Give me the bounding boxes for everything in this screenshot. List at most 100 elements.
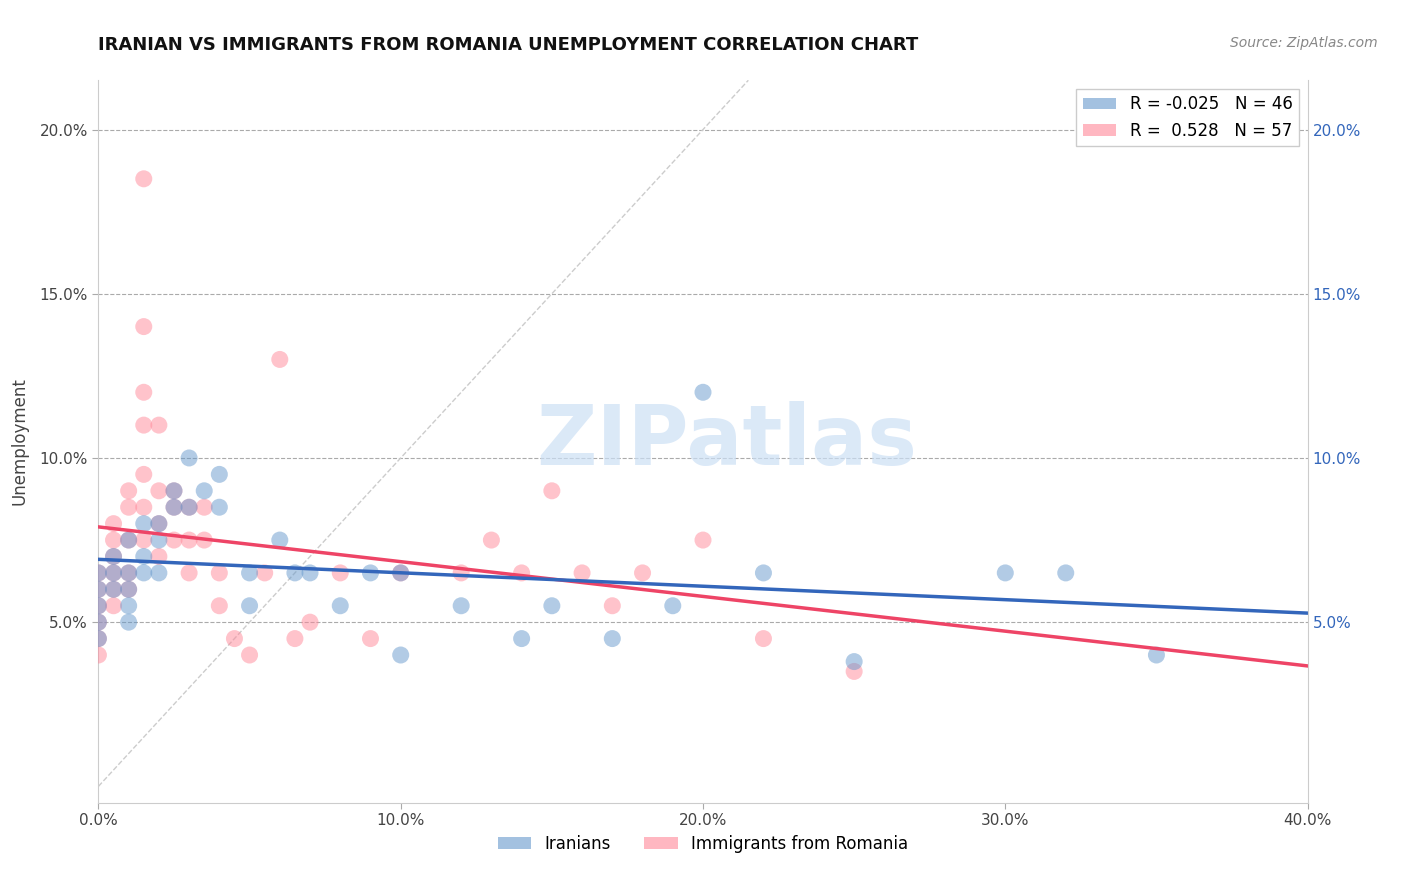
Point xyxy=(103,599,125,613)
Point xyxy=(193,483,215,498)
Point xyxy=(103,516,125,531)
Point xyxy=(118,582,141,597)
Point xyxy=(103,582,125,597)
Point xyxy=(132,418,155,433)
Point xyxy=(163,500,186,515)
Point xyxy=(360,566,382,580)
Point xyxy=(284,566,307,580)
Legend: Iranians, Immigrants from Romania: Iranians, Immigrants from Romania xyxy=(491,828,915,860)
Point xyxy=(148,483,170,498)
Y-axis label: Unemployment: Unemployment xyxy=(10,377,28,506)
Point xyxy=(87,599,110,613)
Point xyxy=(284,632,307,646)
Point xyxy=(571,566,593,580)
Point xyxy=(132,385,155,400)
Point xyxy=(103,566,125,580)
Point xyxy=(163,483,186,498)
Point xyxy=(87,615,110,630)
Point xyxy=(118,566,141,580)
Point xyxy=(103,582,125,597)
Point xyxy=(132,533,155,547)
Text: IRANIAN VS IMMIGRANTS FROM ROMANIA UNEMPLOYMENT CORRELATION CHART: IRANIAN VS IMMIGRANTS FROM ROMANIA UNEMP… xyxy=(98,36,918,54)
Point xyxy=(118,566,141,580)
Point xyxy=(208,467,231,482)
Point xyxy=(329,599,352,613)
Point xyxy=(269,352,291,367)
Point xyxy=(163,483,186,498)
Point xyxy=(752,632,775,646)
Point xyxy=(132,566,155,580)
Point xyxy=(118,533,141,547)
Point xyxy=(208,599,231,613)
Point xyxy=(253,566,276,580)
Point xyxy=(239,566,262,580)
Point xyxy=(1144,648,1167,662)
Point xyxy=(103,549,125,564)
Point xyxy=(602,599,624,613)
Point xyxy=(132,467,155,482)
Point xyxy=(329,566,352,580)
Point xyxy=(692,385,714,400)
Point xyxy=(540,599,562,613)
Point xyxy=(179,500,201,515)
Point xyxy=(752,566,775,580)
Point xyxy=(163,500,186,515)
Point xyxy=(87,582,110,597)
Point xyxy=(208,500,231,515)
Point xyxy=(179,566,201,580)
Point xyxy=(163,533,186,547)
Point xyxy=(148,566,170,580)
Point xyxy=(87,615,110,630)
Point xyxy=(994,566,1017,580)
Point xyxy=(148,516,170,531)
Point xyxy=(132,516,155,531)
Point xyxy=(193,500,215,515)
Point xyxy=(148,516,170,531)
Text: Source: ZipAtlas.com: Source: ZipAtlas.com xyxy=(1230,36,1378,50)
Point xyxy=(1054,566,1077,580)
Point xyxy=(360,632,382,646)
Point xyxy=(132,549,155,564)
Point xyxy=(193,533,215,547)
Point xyxy=(118,483,141,498)
Point xyxy=(118,582,141,597)
Point xyxy=(179,500,201,515)
Point xyxy=(87,566,110,580)
Point xyxy=(692,533,714,547)
Point xyxy=(389,648,412,662)
Point xyxy=(118,500,141,515)
Point xyxy=(208,566,231,580)
Point xyxy=(299,615,322,630)
Point xyxy=(148,533,170,547)
Point xyxy=(510,632,533,646)
Point xyxy=(510,566,533,580)
Point xyxy=(87,566,110,580)
Point xyxy=(179,533,201,547)
Point xyxy=(103,566,125,580)
Point xyxy=(450,566,472,580)
Point xyxy=(269,533,291,547)
Point xyxy=(389,566,412,580)
Point xyxy=(132,171,155,186)
Point xyxy=(239,599,262,613)
Point xyxy=(481,533,503,547)
Point xyxy=(118,533,141,547)
Point xyxy=(239,648,262,662)
Point xyxy=(132,319,155,334)
Point xyxy=(224,632,246,646)
Point xyxy=(844,655,866,669)
Point xyxy=(631,566,654,580)
Point xyxy=(179,450,201,465)
Point xyxy=(87,648,110,662)
Point xyxy=(87,632,110,646)
Point xyxy=(87,582,110,597)
Point xyxy=(132,500,155,515)
Point xyxy=(299,566,322,580)
Point xyxy=(103,549,125,564)
Point xyxy=(844,665,866,679)
Point xyxy=(118,615,141,630)
Point xyxy=(602,632,624,646)
Point xyxy=(540,483,562,498)
Point xyxy=(450,599,472,613)
Point xyxy=(87,632,110,646)
